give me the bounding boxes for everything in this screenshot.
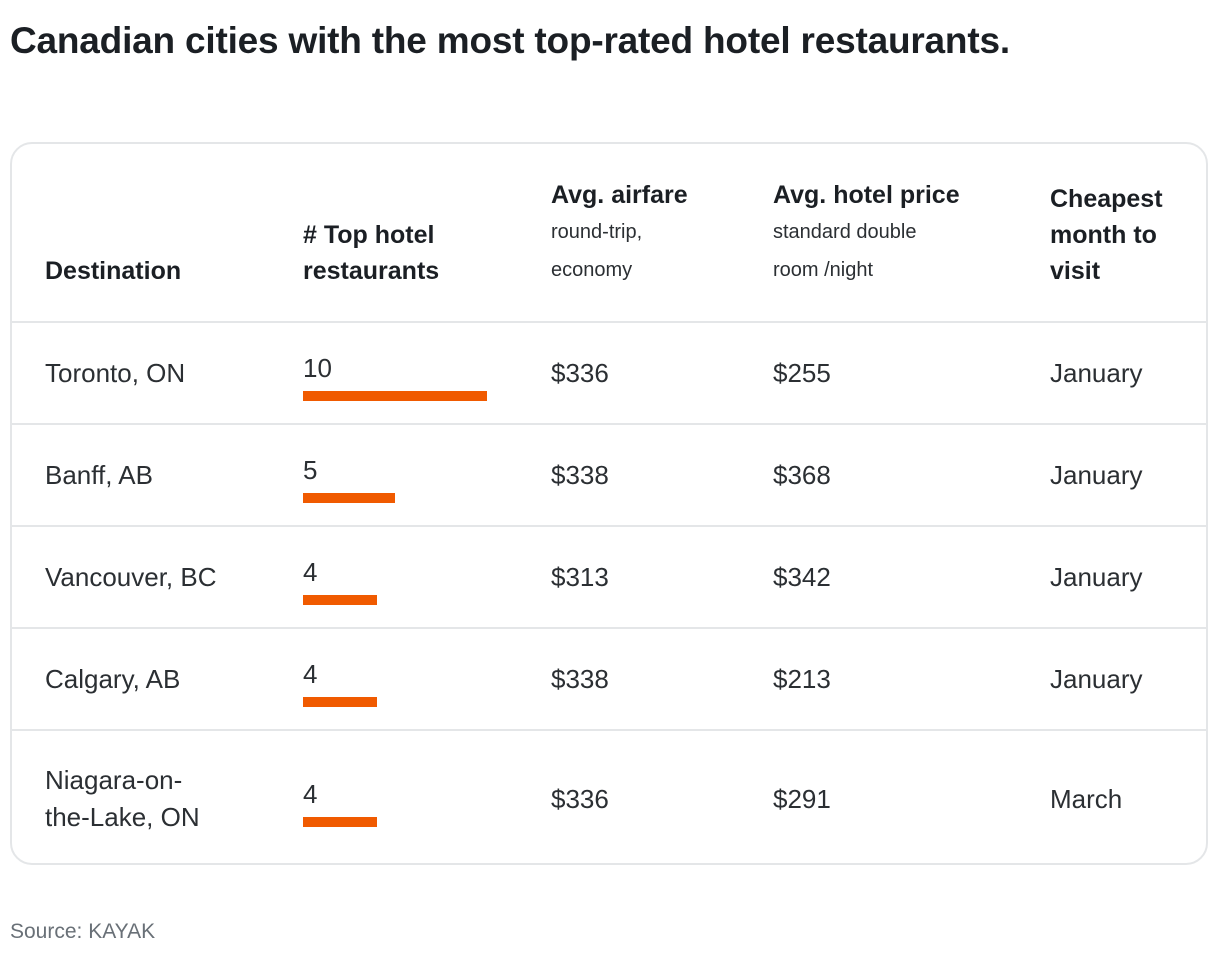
data-label: 4 [303, 658, 318, 689]
data-label: 5 [303, 454, 318, 485]
cell-month: March [1050, 783, 1123, 814]
bar-mark [303, 492, 395, 503]
header-month-label: Cheapest month to visit [1050, 185, 1163, 285]
bar-mark [303, 816, 377, 827]
header-row: Destination # Top hotel restaurants Avg.… [12, 144, 1206, 323]
cell-airfare: $313 [551, 526, 773, 629]
header-month: Cheapest month to visit [1050, 144, 1206, 323]
header-count: # Top hotel restaurants [303, 144, 551, 323]
cell-count: 4 [303, 628, 551, 731]
cell-hotel: $291 [773, 783, 831, 814]
page-title: Canadian cities with the most top-rated … [10, 20, 1010, 61]
data-label: 4 [303, 556, 318, 587]
header-airfare: Avg. airfare round-trip, economy [551, 144, 773, 323]
header-hotel: Avg. hotel price standard double room /n… [773, 144, 1050, 323]
count-group: 4 [303, 659, 377, 707]
header-hotel-label: Avg. hotel price [773, 181, 960, 209]
header-airfare-label: Avg. airfare [551, 181, 688, 209]
cell-destination: Toronto, ON [12, 322, 303, 425]
data-table: Destination # Top hotel restaurants Avg.… [12, 144, 1206, 863]
data-label: 10 [303, 352, 332, 383]
table-row: Vancouver, BC 4 $313 $342 January [12, 526, 1206, 629]
count-group: 4 [303, 779, 377, 827]
cell-airfare: $338 [551, 424, 773, 527]
cell-month: January [1050, 424, 1206, 527]
cell-count: 4 [303, 526, 551, 629]
table-row: Banff, AB 5 $338 $368 January [12, 424, 1206, 527]
cell-hotel: $213 [773, 628, 1050, 731]
data-table-card: Destination # Top hotel restaurants Avg.… [10, 142, 1208, 865]
data-label: 4 [303, 778, 318, 809]
cell-destination: Vancouver, BC [12, 526, 303, 629]
cell-month: January [1050, 628, 1206, 731]
cell-count: 4 [303, 730, 551, 863]
header-destination: Destination [12, 144, 303, 323]
table-row: Toronto, ON 10 $336 $255 January [12, 322, 1206, 425]
cell-hotel: $368 [773, 424, 1050, 527]
cell-destination: Banff, AB [12, 424, 303, 527]
table-row: Calgary, AB 4 $338 $213 January [12, 628, 1206, 731]
bar-mark [303, 696, 377, 707]
bar-mark [303, 594, 377, 605]
header-hotel-sub: standard double room /night [773, 221, 917, 281]
cell-destination: Calgary, AB [12, 628, 303, 731]
cell-month: January [1050, 526, 1206, 629]
count-group: 10 [303, 353, 487, 401]
count-group: 5 [303, 455, 395, 503]
bar-mark [303, 390, 487, 401]
count-group: 4 [303, 557, 377, 605]
cell-airfare: $336 [551, 783, 609, 814]
source-note: Source: KAYAK [10, 920, 156, 943]
header-airfare-sub: round-trip, economy [551, 221, 643, 281]
cell-airfare: $338 [551, 628, 773, 731]
cell-hotel: $342 [773, 526, 1050, 629]
cell-hotel: $255 [773, 322, 1050, 425]
cell-count: 10 [303, 322, 551, 425]
cell-month: January [1050, 322, 1206, 425]
cell-destination: Niagara-on-the-Lake, ON [12, 730, 303, 863]
table-row: Niagara-on-the-Lake, ON 4 $336 $291 Marc… [12, 730, 1206, 863]
cell-count: 5 [303, 424, 551, 527]
cell-airfare: $336 [551, 322, 773, 425]
header-count-label: # Top hotel restaurants [303, 221, 440, 285]
cell-destination-text: Niagara-on-the-Lake, ON [45, 765, 200, 832]
